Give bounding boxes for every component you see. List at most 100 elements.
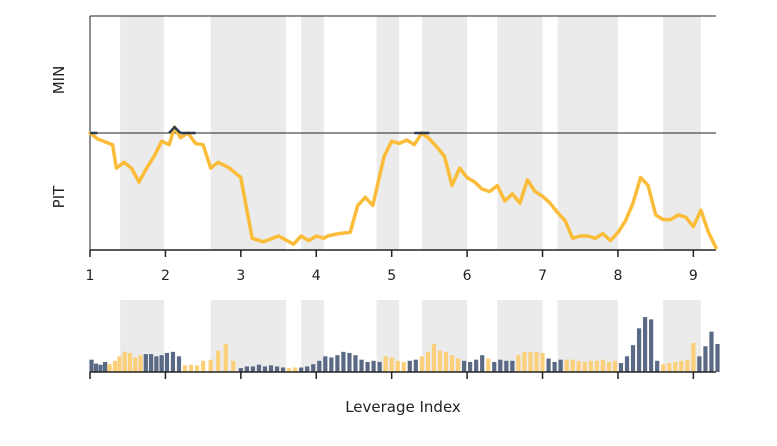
series-line xyxy=(88,125,718,250)
bar-17 xyxy=(176,356,182,372)
y-label-min: MIN xyxy=(50,66,68,95)
bar-55 xyxy=(413,359,418,372)
bar-79 xyxy=(558,359,563,372)
bar-26 xyxy=(238,368,243,372)
top-panel-series xyxy=(88,125,718,250)
bar-54 xyxy=(407,360,412,372)
x-tick-label-1: 1 xyxy=(86,268,95,284)
shaded-range-bottom-2 xyxy=(301,300,324,372)
bar-48 xyxy=(371,360,376,372)
bar-62 xyxy=(455,358,461,372)
bar-24 xyxy=(223,344,228,372)
bar-84 xyxy=(588,360,593,372)
bar-52 xyxy=(395,360,400,372)
bar-53 xyxy=(401,361,406,372)
bar-95 xyxy=(655,360,660,372)
bar-98 xyxy=(673,361,678,372)
bar-60 xyxy=(443,351,449,372)
x-tick-label-9: 9 xyxy=(689,268,698,284)
bar-88 xyxy=(612,360,618,372)
bar-9 xyxy=(133,357,138,372)
bottom-panel-bars xyxy=(89,317,720,372)
bar-92 xyxy=(636,328,642,372)
bar-10 xyxy=(138,355,143,372)
bar-69 xyxy=(498,359,503,372)
bar-80 xyxy=(564,359,569,372)
bar-78 xyxy=(552,361,557,372)
bar-3 xyxy=(102,361,108,372)
bar-104 xyxy=(709,331,714,372)
bar-49 xyxy=(377,361,382,372)
bar-85 xyxy=(594,360,599,372)
bar-38 xyxy=(311,364,316,372)
bottom-panel-axis xyxy=(89,371,716,379)
bar-56 xyxy=(419,356,424,372)
bar-13 xyxy=(154,356,159,372)
bar-15 xyxy=(164,352,170,372)
bar-31 xyxy=(268,365,274,372)
bar-41 xyxy=(329,357,334,372)
bar-19 xyxy=(188,364,194,372)
bar-58 xyxy=(431,344,437,372)
bar-39 xyxy=(317,360,322,372)
bar-73 xyxy=(522,351,527,372)
bar-44 xyxy=(347,352,352,372)
bar-83 xyxy=(582,361,587,372)
bar-23 xyxy=(216,350,221,372)
bar-8 xyxy=(127,352,133,372)
shaded-range-bottom-3 xyxy=(376,300,400,372)
bar-18 xyxy=(182,365,188,372)
bar-71 xyxy=(510,360,515,372)
x-tick-label-2: 2 xyxy=(161,268,170,284)
x-tick-label-8: 8 xyxy=(613,268,622,284)
bar-5 xyxy=(112,360,117,372)
x-tick-label-6: 6 xyxy=(463,268,472,284)
bar-36 xyxy=(299,367,304,372)
bar-87 xyxy=(606,361,612,372)
bar-43 xyxy=(341,351,346,372)
shaded-range-bottom-1 xyxy=(210,300,287,372)
x-axis-label: Leverage Index xyxy=(345,398,461,416)
bar-67 xyxy=(486,358,491,372)
bar-42 xyxy=(335,355,340,372)
bar-59 xyxy=(437,350,443,372)
bar-70 xyxy=(504,360,509,372)
bar-68 xyxy=(492,361,497,372)
bar-32 xyxy=(274,366,280,372)
bar-77 xyxy=(546,358,551,372)
bar-46 xyxy=(359,359,364,372)
bar-74 xyxy=(528,351,533,372)
bar-29 xyxy=(256,364,262,372)
bar-7 xyxy=(122,351,127,372)
bar-51 xyxy=(389,357,394,372)
bar-50 xyxy=(383,356,388,372)
y-label-pit: PIT xyxy=(50,185,68,208)
bar-105 xyxy=(715,344,720,372)
bar-1 xyxy=(93,363,99,372)
x-tick-label-4: 4 xyxy=(312,268,321,284)
bar-81 xyxy=(570,359,575,372)
bar-2 xyxy=(98,364,103,372)
bar-66 xyxy=(480,355,485,372)
bar-65 xyxy=(474,359,479,372)
bar-34 xyxy=(287,368,292,372)
bar-33 xyxy=(280,367,286,372)
bar-101 xyxy=(691,342,696,372)
bar-20 xyxy=(194,365,200,372)
bar-103 xyxy=(703,346,708,372)
bar-35 xyxy=(293,367,298,372)
bar-22 xyxy=(208,359,213,372)
bar-57 xyxy=(425,351,430,372)
bar-12 xyxy=(148,354,154,372)
x-tick-label-3: 3 xyxy=(236,268,245,284)
bar-14 xyxy=(159,355,164,372)
bar-47 xyxy=(365,361,370,372)
bar-90 xyxy=(624,356,630,372)
bar-72 xyxy=(516,355,521,372)
bar-11 xyxy=(143,354,148,372)
bar-37 xyxy=(305,366,310,372)
bar-93 xyxy=(643,317,648,372)
x-tick-label-5: 5 xyxy=(387,268,396,284)
bar-89 xyxy=(618,363,624,372)
